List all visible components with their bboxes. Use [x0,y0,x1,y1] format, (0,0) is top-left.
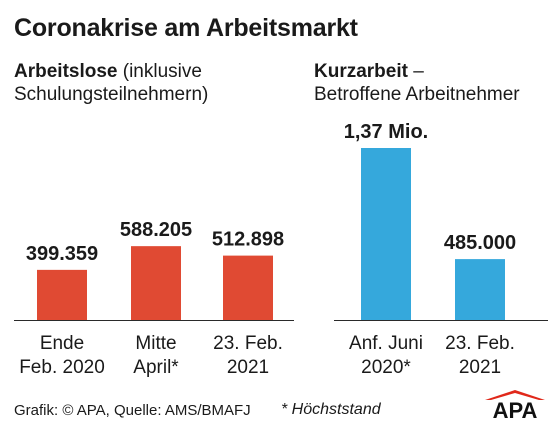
category-label: Ende [40,333,84,354]
right-heading-line2: Betroffene Arbeitnehmer [314,84,520,105]
category-label: 2020* [361,357,411,378]
apa-logo: APA [482,390,548,424]
bar [223,255,273,320]
category-label: 23. Feb. [445,333,515,354]
value-label: 1,37 Mio. [344,121,428,143]
bar [455,259,505,320]
chart-title: Coronakrise am Arbeitsmarkt [14,14,358,42]
value-label: 485.000 [444,232,516,254]
category-label: 2021 [459,357,501,378]
left-panel-heading: Arbeitslose (inklusive Schulungsteilnehm… [14,60,208,106]
category-label: April* [133,357,179,378]
left-heading-bold: Arbeitslose [14,61,118,82]
category-label: 23. Feb. [213,333,283,354]
value-label: 588.205 [120,219,192,241]
footnote: * Höchststand [281,401,381,418]
left-heading-line2: Schulungsteilnehmern) [14,84,209,105]
bar [131,246,181,320]
category-label: Anf. Juni [349,333,423,354]
right-heading-rest: – [407,61,424,82]
category-label: Mitte [135,333,176,354]
category-label: 2021 [227,357,269,378]
right-heading-bold: Kurzarbeit [314,61,408,82]
left-heading-rest: (inklusive [117,61,202,82]
source-credit: Grafik: © APA, Quelle: AMS/BMAFJ [14,402,251,419]
value-label: 399.359 [26,243,98,265]
value-label: 512.898 [212,229,284,251]
bar [361,148,411,320]
right-panel-heading: Kurzarbeit – Betroffene Arbeitnehmer [314,60,520,106]
bar [37,269,87,320]
logo-text: APA [492,398,538,423]
logo-roof-icon [485,390,545,400]
category-label: Feb. 2020 [19,357,105,378]
